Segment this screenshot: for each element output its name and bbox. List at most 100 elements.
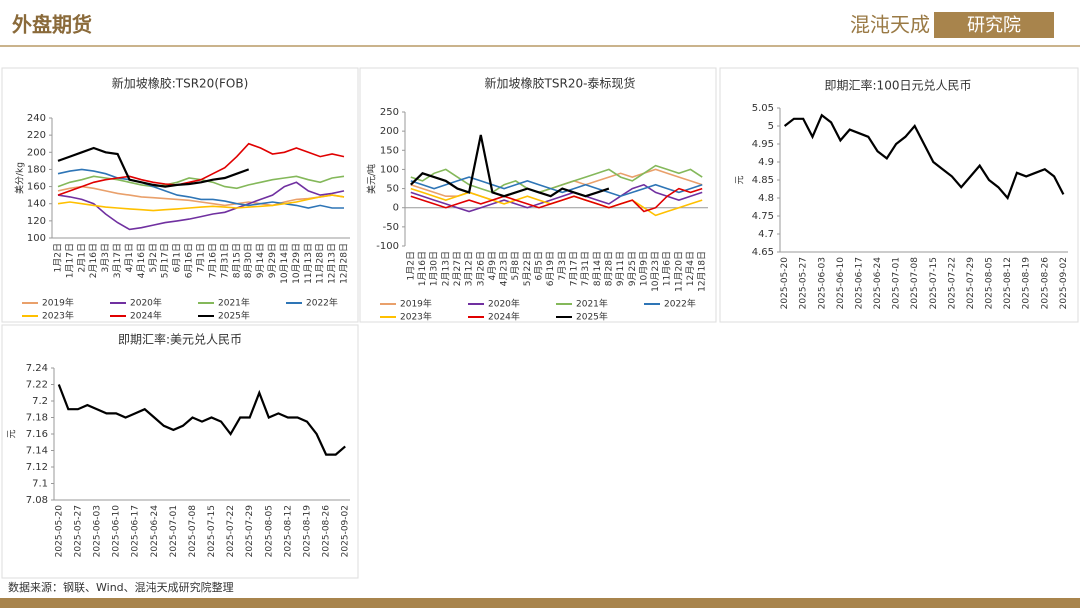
y-tick-label: 7.14 [26, 446, 48, 457]
x-tick-label: 2025-08-19 [303, 505, 313, 558]
x-tick-label: 2月1日 [76, 243, 87, 272]
x-tick-label: 2025-06-03 [817, 257, 827, 309]
series-line [410, 134, 610, 198]
x-tick-label: 2月13日 [440, 251, 451, 286]
legend-label: 2023年 [400, 311, 432, 323]
panel [359, 67, 717, 323]
x-tick-label: 2025-08-12 [1003, 257, 1013, 309]
chart-title: 新加坡橡胶TSR20-泰标现货 [485, 76, 636, 91]
y-axis-label: 美元/吨 [366, 164, 378, 194]
x-tick-label: 10月14日 [279, 243, 290, 284]
x-tick-label: 2025-08-05 [985, 257, 995, 309]
x-tick-label: 2025-06-10 [112, 505, 122, 558]
x-tick-label: 11月28日 [315, 243, 326, 284]
y-tick-label: 240 [27, 113, 46, 124]
x-tick-label: 7月17日 [568, 251, 579, 286]
x-tick-label: 3月3日 [100, 243, 111, 272]
y-tick-label: 4.85 [752, 175, 774, 186]
y-tick-label: 250 [380, 107, 399, 118]
y-axis-label: 元 [736, 175, 746, 184]
legend-label: 2020年 [488, 298, 520, 310]
x-tick-label: 2025-07-15 [929, 257, 939, 309]
legend-label: 2019年 [42, 297, 74, 309]
x-tick-label: 2025-07-01 [169, 505, 179, 557]
panel [1, 324, 359, 579]
y-tick-label: 220 [27, 130, 46, 141]
y-tick-label: 100 [380, 164, 399, 175]
y-tick-label: 5 [768, 121, 774, 132]
series-line [410, 187, 703, 213]
page-title: 外盘期货 [12, 13, 92, 37]
y-tick-label: 7.08 [26, 495, 48, 506]
footer-bar [0, 598, 1080, 608]
legend-label: 2020年 [130, 297, 162, 309]
x-tick-label: 9月14日 [255, 243, 266, 278]
chart-title: 即期汇率:美元兑人民币 [118, 332, 242, 347]
x-tick-label: 2025-08-12 [283, 505, 293, 557]
x-tick-label: 8月15日 [231, 243, 242, 278]
y-tick-label: -50 [383, 222, 399, 233]
y-tick-label: 4.65 [752, 247, 774, 258]
x-tick-label: 7月31日 [219, 243, 230, 278]
panel [1, 67, 359, 323]
y-tick-label: 7.16 [26, 429, 48, 440]
x-tick-label: 12月28日 [339, 243, 350, 284]
x-tick-label: 2025-08-26 [322, 505, 332, 558]
y-tick-label: 120 [27, 216, 46, 227]
legend-label: 2022年 [306, 297, 338, 309]
x-tick-label: 2025-09-02 [1059, 257, 1069, 309]
legend-label: 2021年 [576, 298, 608, 310]
logo-text: 混沌天成 [850, 13, 930, 37]
y-tick-label: 50 [386, 184, 399, 195]
legend-label: 2025年 [218, 310, 250, 322]
x-tick-label: 2025-06-24 [873, 257, 883, 310]
legend-label: 2021年 [218, 297, 250, 309]
y-tick-label: 4.75 [752, 211, 774, 222]
x-tick-label: 8月30日 [243, 243, 254, 278]
y-axis-label: 元 [8, 429, 18, 438]
x-tick-label: 1月2日 [52, 243, 63, 272]
x-tick-label: 3月26日 [475, 251, 486, 286]
chart-title: 即期汇率:100日元兑人民币 [825, 78, 972, 93]
x-tick-label: 9月29日 [267, 243, 278, 278]
x-tick-label: 3月17日 [112, 243, 123, 278]
y-tick-label: 100 [27, 233, 46, 244]
x-tick-label: 6月1日 [172, 243, 183, 272]
x-tick-label: 12月13日 [327, 243, 338, 284]
series-line [57, 146, 250, 188]
x-tick-label: 2025-07-29 [966, 257, 976, 310]
x-tick-label: 4月23日 [499, 251, 510, 286]
x-tick-label: 2025-07-29 [245, 505, 255, 558]
y-tick-label: 200 [27, 147, 46, 158]
series-line [57, 168, 344, 209]
x-tick-label: 2025-06-10 [836, 257, 846, 310]
y-tick-label: 4.7 [758, 229, 774, 240]
x-tick-label: 2025-09-02 [341, 505, 351, 557]
legend-label: 2024年 [488, 311, 520, 323]
x-tick-label: 5月2日 [148, 243, 159, 272]
x-tick-label: 2025-05-20 [780, 257, 790, 310]
x-tick-label: 5月22日 [522, 251, 533, 286]
x-tick-label: 2025-06-03 [92, 505, 102, 557]
series-line [57, 384, 346, 456]
x-tick-label: 2025-07-22 [947, 257, 957, 309]
x-tick-label: 3月12日 [464, 251, 475, 286]
x-tick-label: 8月14日 [592, 251, 603, 286]
x-tick-label: 10月9日 [638, 251, 649, 286]
x-tick-label: 11月13日 [303, 243, 314, 284]
y-tick-label: 140 [27, 199, 46, 210]
x-tick-label: 2025-05-27 [73, 505, 83, 557]
x-tick-label: 4月9日 [487, 251, 498, 280]
y-tick-label: -100 [376, 241, 399, 252]
x-tick-label: 2025-07-08 [910, 257, 920, 310]
series-line [57, 181, 345, 231]
y-tick-label: 180 [27, 164, 46, 175]
y-tick-label: 7.12 [26, 462, 48, 473]
y-tick-label: 7.24 [26, 363, 48, 374]
source-note: 数据来源：钢联、Wind、混沌天成研究院整理 [8, 580, 234, 594]
x-tick-label: 7月1日 [196, 243, 207, 272]
legend-label: 2019年 [400, 298, 432, 310]
x-tick-label: 12月4日 [685, 251, 696, 286]
panel [719, 67, 1079, 323]
